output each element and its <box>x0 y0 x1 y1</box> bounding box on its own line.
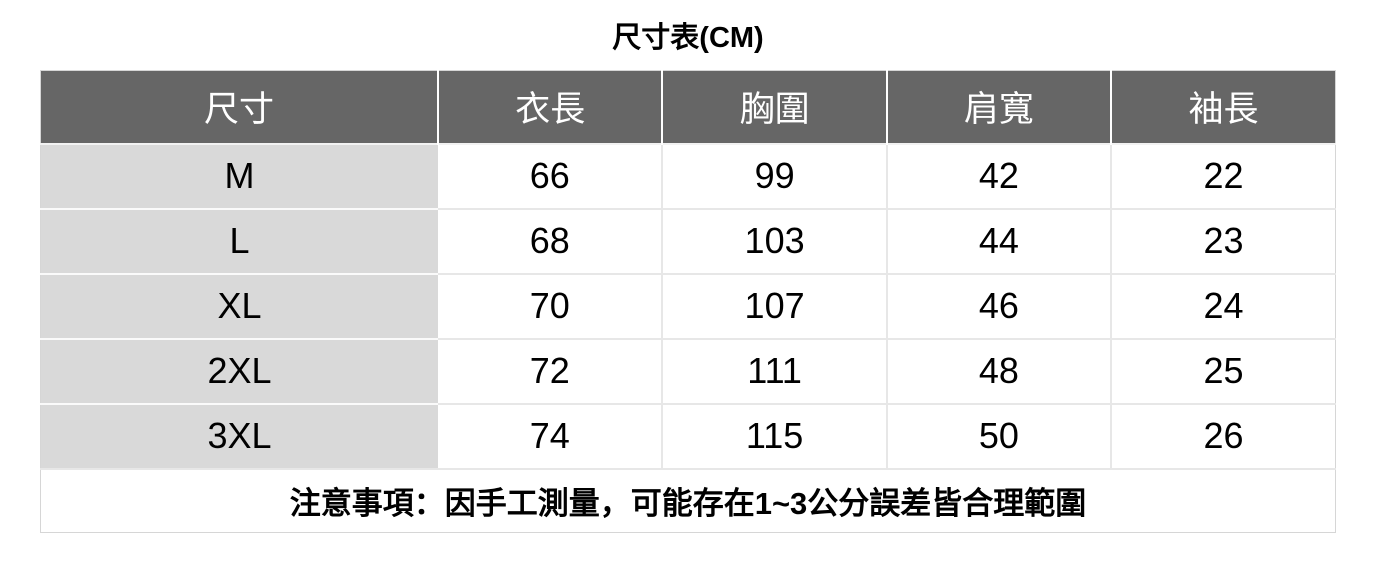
value-cell: 115 <box>662 402 888 469</box>
table-row-xl: XL 70 107 46 24 <box>40 272 1336 339</box>
size-label: XL <box>40 272 439 339</box>
size-label: M <box>40 142 439 209</box>
value-cell: 42 <box>886 142 1113 209</box>
value-cell: 107 <box>662 272 888 339</box>
value-cell: 70 <box>438 272 664 339</box>
size-label: 3XL <box>40 402 439 469</box>
size-label: 2XL <box>40 337 439 404</box>
value-cell: 24 <box>1111 272 1336 339</box>
value-cell: 66 <box>438 142 664 209</box>
measurement-note: 注意事項：因手工測量，可能存在1~3公分誤差皆合理範圍 <box>40 467 1336 533</box>
value-cell: 44 <box>886 207 1113 274</box>
table-row-3xl: 3XL 74 115 50 26 <box>40 402 1336 469</box>
note-row: 注意事項：因手工測量，可能存在1~3公分誤差皆合理範圍 <box>40 467 1336 533</box>
table-row-2xl: 2XL 72 111 48 25 <box>40 337 1336 404</box>
value-cell: 25 <box>1111 337 1336 404</box>
col-header-sleeve-length: 袖長 <box>1111 70 1336 144</box>
size-chart-table: 尺寸 衣長 胸圍 肩寬 袖長 M 66 99 42 22 L 68 103 44… <box>40 70 1336 533</box>
value-cell: 72 <box>438 337 664 404</box>
value-cell: 23 <box>1111 207 1336 274</box>
header-row: 尺寸 衣長 胸圍 肩寬 袖長 <box>40 70 1336 144</box>
value-cell: 26 <box>1111 402 1336 469</box>
value-cell: 99 <box>662 142 888 209</box>
col-header-garment-length: 衣長 <box>438 70 664 144</box>
table-row-l: L 68 103 44 23 <box>40 207 1336 274</box>
col-header-size: 尺寸 <box>40 70 440 144</box>
value-cell: 22 <box>1111 142 1336 209</box>
value-cell: 103 <box>662 207 888 274</box>
page-title: 尺寸表(CM) <box>612 22 764 54</box>
table-row-m: M 66 99 42 22 <box>40 142 1336 209</box>
value-cell: 74 <box>438 402 664 469</box>
value-cell: 46 <box>886 272 1113 339</box>
value-cell: 50 <box>886 402 1113 469</box>
value-cell: 48 <box>886 337 1113 404</box>
size-label: L <box>40 207 439 274</box>
col-header-shoulder-width: 肩寬 <box>886 70 1113 144</box>
value-cell: 68 <box>438 207 664 274</box>
value-cell: 111 <box>662 337 888 404</box>
col-header-bust: 胸圍 <box>662 70 888 144</box>
